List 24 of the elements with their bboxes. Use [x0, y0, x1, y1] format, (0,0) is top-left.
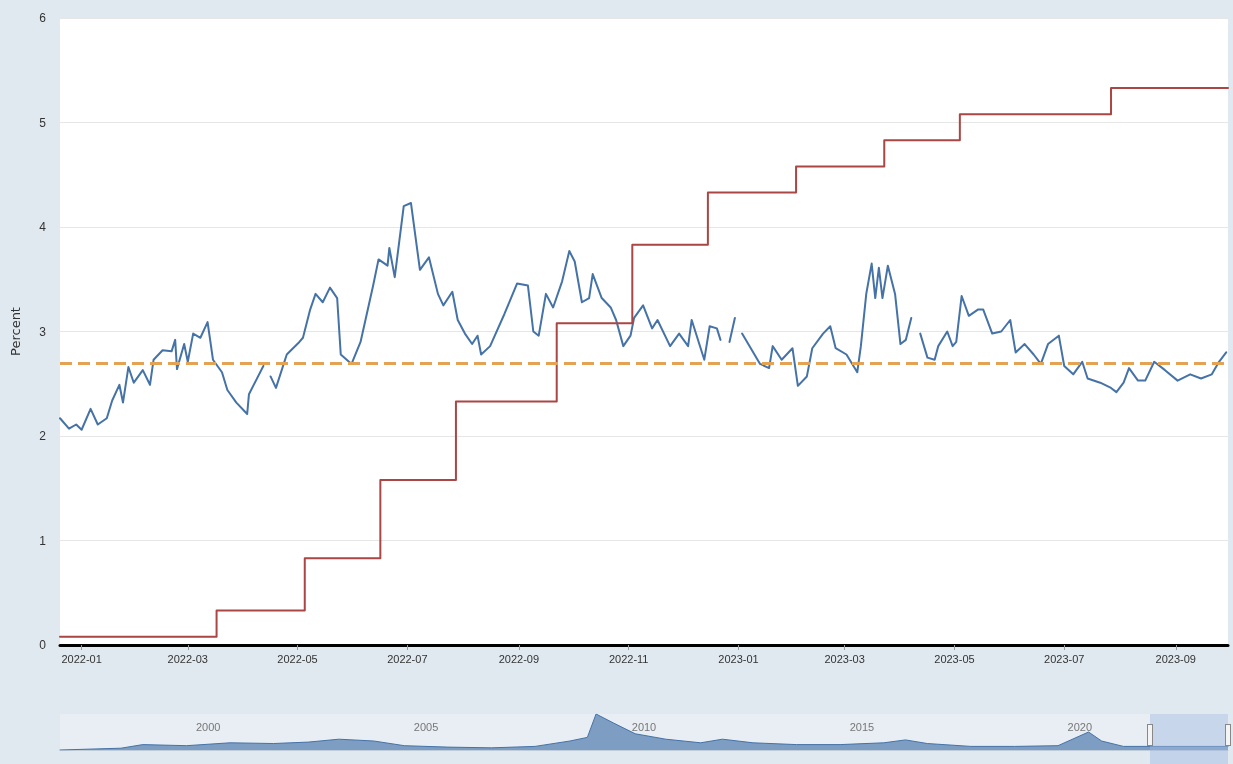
y-tick-label: 1	[39, 533, 47, 548]
x-tick-label: 2022-09	[498, 652, 540, 665]
x-tick-label: 2023-07	[1044, 652, 1085, 665]
x-tick-label: 2022-11	[608, 652, 649, 665]
x-tick-label: 2023-09	[1155, 652, 1196, 665]
y-tick-label: 4	[39, 220, 47, 234]
x-tick-label: 2022-05	[277, 652, 318, 665]
y-tick-label: 6	[39, 11, 47, 25]
x-tick-label: 2023-01	[718, 652, 759, 665]
x-tick-label: 2020	[1067, 720, 1093, 733]
x-tick-label: 2010	[631, 720, 657, 733]
x-tick-label: 2005	[413, 720, 439, 733]
x-tick-label: 2023-05	[934, 652, 975, 665]
y-tick-label: 5	[39, 115, 47, 130]
x-tick-label: 2015	[849, 720, 875, 733]
x-tick-label: 2022-03	[167, 652, 208, 665]
x-tick-label: 2022-01	[61, 652, 102, 665]
y-tick-label: 2	[39, 429, 47, 443]
x-tick-label: 2023-03	[824, 652, 865, 665]
x-tick-label: 2022-07	[387, 652, 428, 665]
y-tick-label: 3	[39, 324, 47, 339]
x-tick-label: 2000	[195, 720, 221, 733]
y-axis-title: Percent	[8, 307, 23, 356]
y-tick-label: 0	[39, 638, 47, 652]
